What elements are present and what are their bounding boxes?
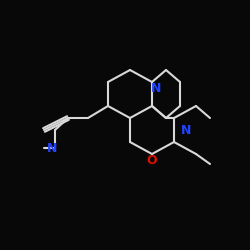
Text: N: N bbox=[47, 142, 58, 154]
Text: O: O bbox=[146, 154, 156, 166]
Text: N: N bbox=[151, 82, 162, 94]
Text: N: N bbox=[181, 124, 192, 136]
